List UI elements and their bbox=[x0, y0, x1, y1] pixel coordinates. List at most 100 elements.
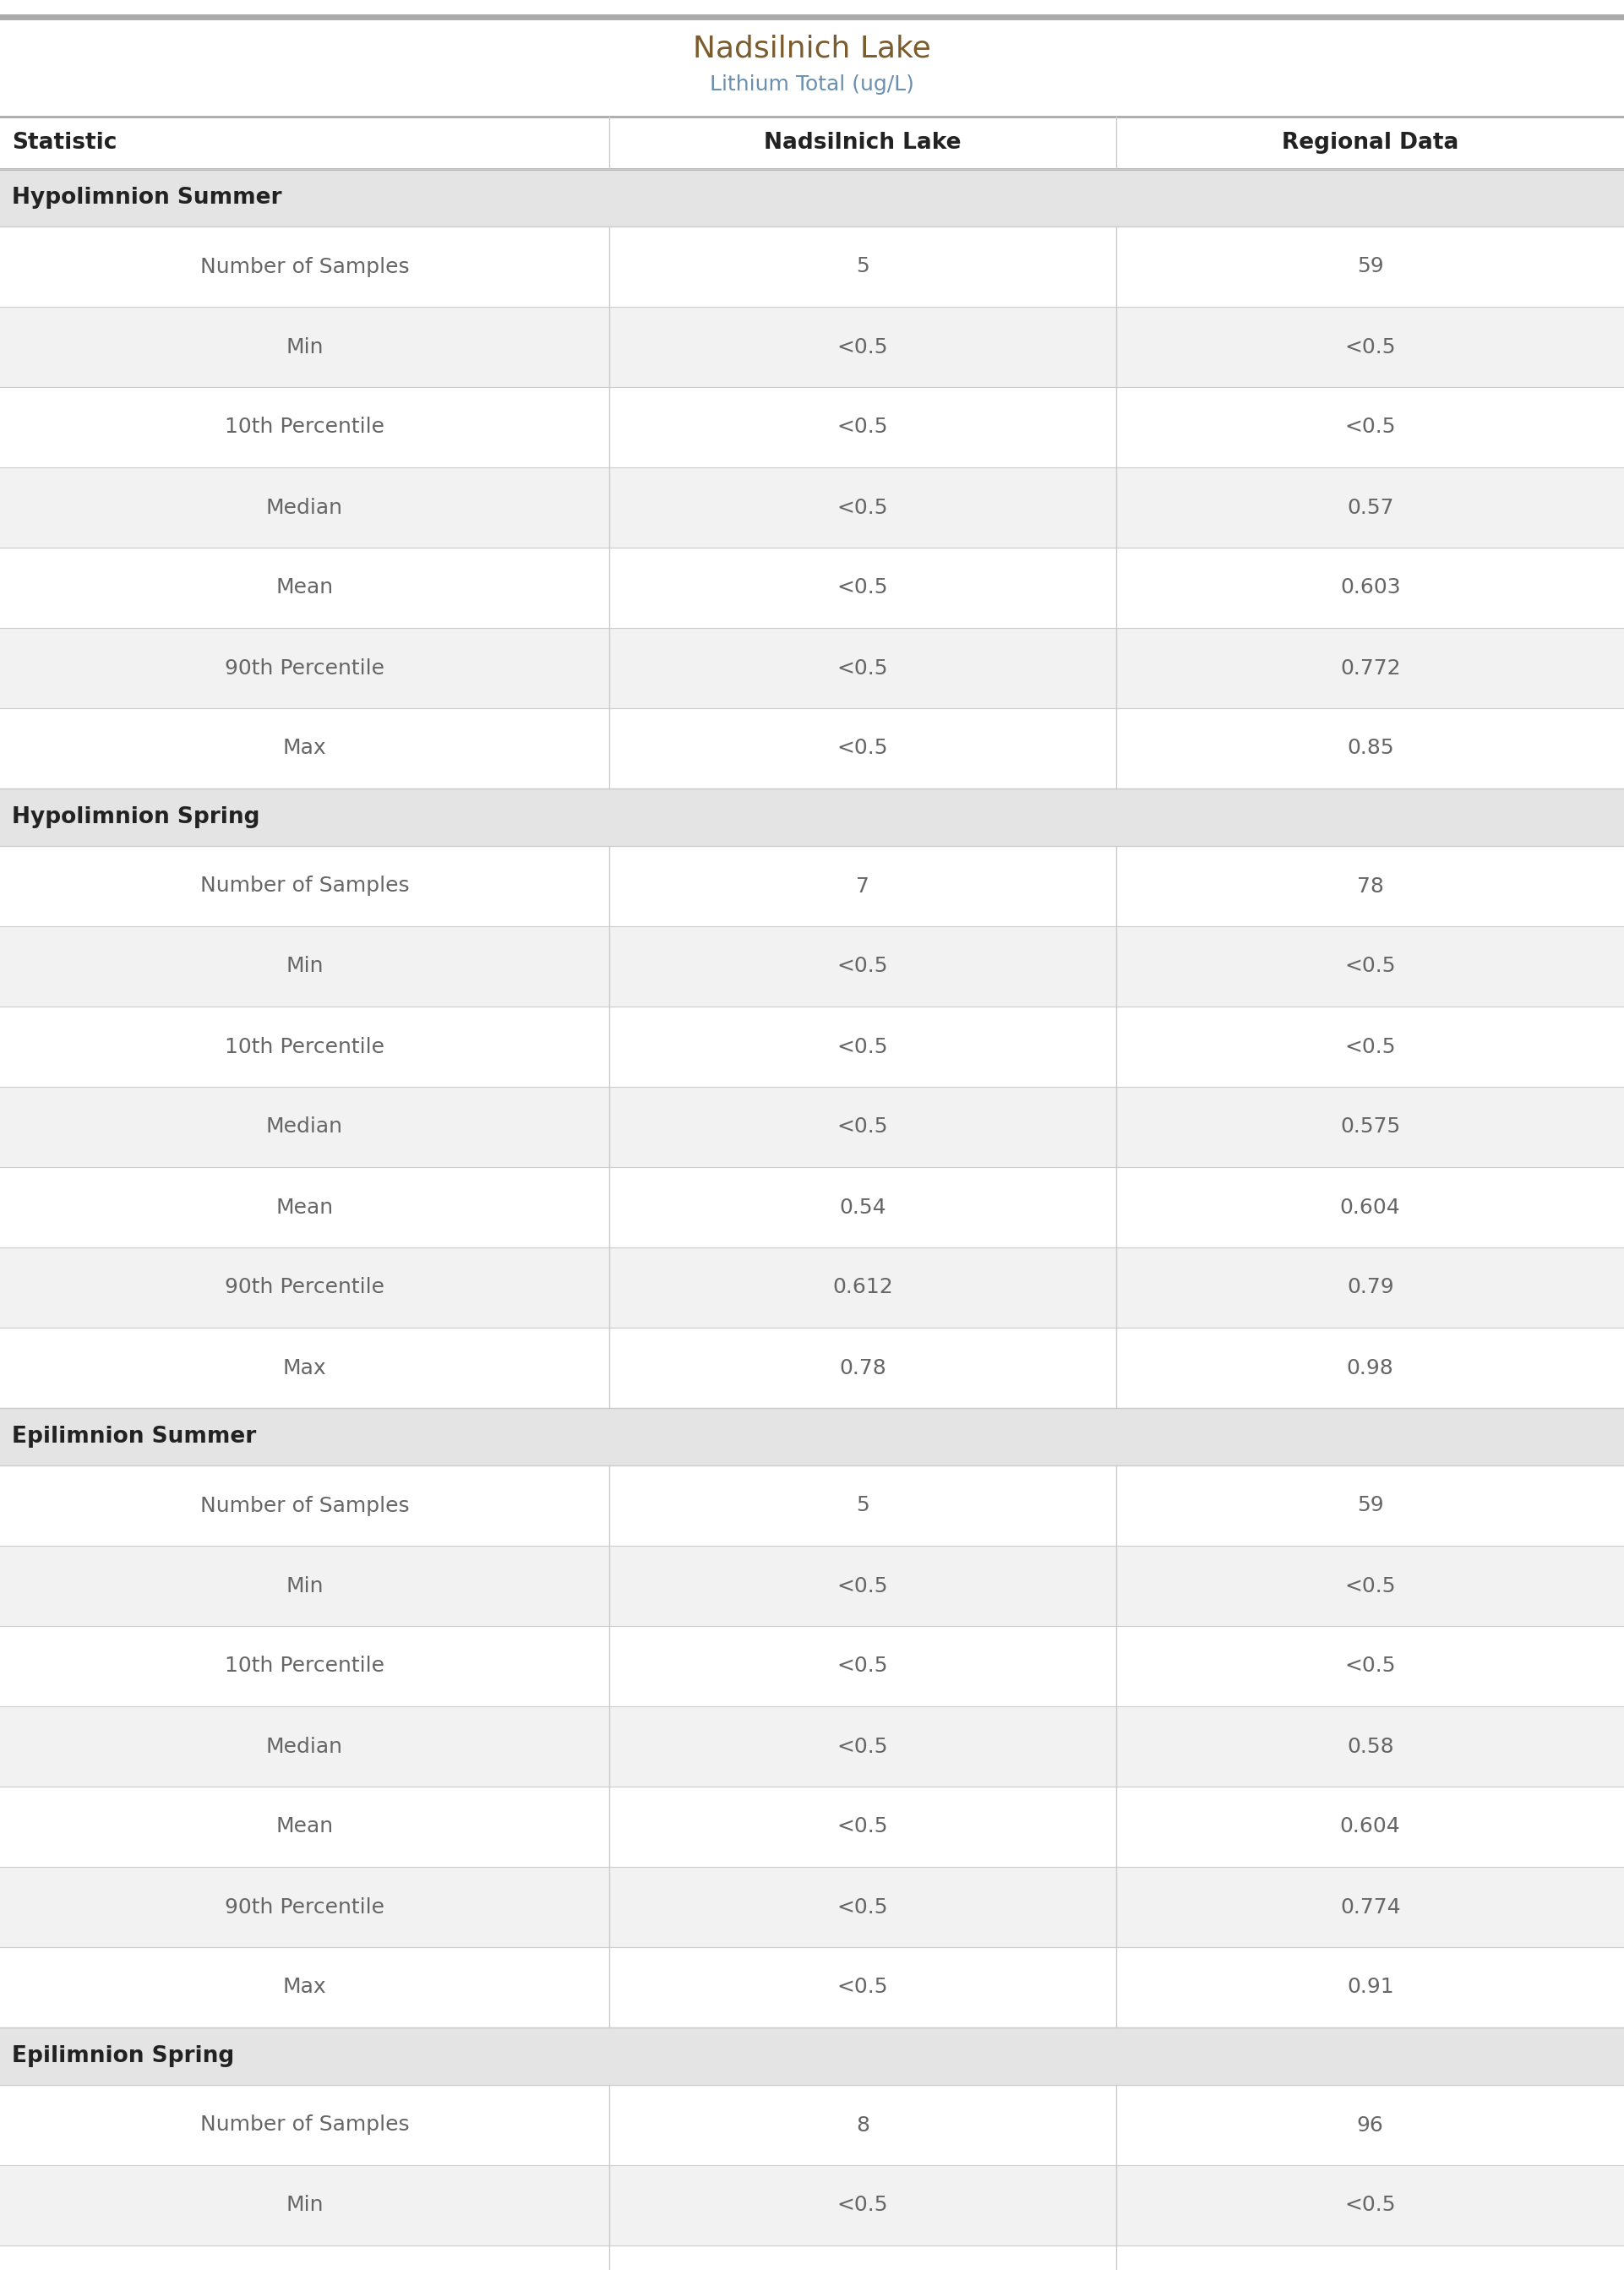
Bar bbox=[0, 168, 1624, 227]
Text: <0.5: <0.5 bbox=[838, 1657, 888, 1675]
Bar bbox=[0, 1466, 1624, 1546]
Bar bbox=[0, 1087, 1624, 1167]
Text: Number of Samples: Number of Samples bbox=[200, 1496, 409, 1516]
Text: 0.774: 0.774 bbox=[1340, 1898, 1400, 1918]
Text: Min: Min bbox=[286, 956, 323, 976]
Text: 0.604: 0.604 bbox=[1340, 1816, 1400, 1836]
Text: 78: 78 bbox=[1356, 876, 1384, 897]
Text: <0.5: <0.5 bbox=[838, 418, 888, 438]
Text: <0.5: <0.5 bbox=[1345, 2195, 1395, 2216]
Text: 90th Percentile: 90th Percentile bbox=[224, 658, 385, 679]
Text: 10th Percentile: 10th Percentile bbox=[224, 418, 385, 438]
Text: Regional Data: Regional Data bbox=[1281, 132, 1458, 154]
Text: <0.5: <0.5 bbox=[838, 577, 888, 597]
Bar bbox=[0, 1006, 1624, 1087]
Text: Statistic: Statistic bbox=[11, 132, 117, 154]
Bar bbox=[0, 926, 1624, 1006]
Text: 90th Percentile: 90th Percentile bbox=[224, 1898, 385, 1918]
Bar bbox=[0, 1407, 1624, 1466]
Text: 59: 59 bbox=[1358, 257, 1384, 277]
Text: Epilimnion Summer: Epilimnion Summer bbox=[11, 1426, 257, 1448]
Text: 0.54: 0.54 bbox=[840, 1196, 887, 1217]
Bar bbox=[0, 1625, 1624, 1707]
Text: 0.58: 0.58 bbox=[1346, 1737, 1393, 1757]
Text: 7: 7 bbox=[856, 876, 869, 897]
Text: 0.91: 0.91 bbox=[1346, 1977, 1393, 1998]
Text: <0.5: <0.5 bbox=[838, 658, 888, 679]
Text: Lithium Total (ug/L): Lithium Total (ug/L) bbox=[710, 75, 914, 95]
Text: <0.5: <0.5 bbox=[838, 497, 888, 518]
Text: Number of Samples: Number of Samples bbox=[200, 876, 409, 897]
Bar bbox=[0, 1167, 1624, 1249]
Bar bbox=[0, 468, 1624, 547]
Text: <0.5: <0.5 bbox=[838, 336, 888, 356]
Bar bbox=[0, 2166, 1624, 2245]
Text: <0.5: <0.5 bbox=[838, 1117, 888, 1137]
Text: Max: Max bbox=[283, 738, 326, 758]
Bar bbox=[0, 1786, 1624, 1866]
Text: 0.575: 0.575 bbox=[1340, 1117, 1400, 1137]
Bar bbox=[0, 1328, 1624, 1407]
Text: Epilimnion Spring: Epilimnion Spring bbox=[11, 2045, 234, 2068]
Text: 96: 96 bbox=[1356, 2116, 1384, 2136]
Text: 0.603: 0.603 bbox=[1340, 577, 1400, 597]
Text: 0.57: 0.57 bbox=[1346, 497, 1393, 518]
Text: <0.5: <0.5 bbox=[838, 956, 888, 976]
Text: Mean: Mean bbox=[276, 577, 333, 597]
Bar bbox=[0, 306, 1624, 388]
Bar bbox=[0, 2245, 1624, 2270]
Text: Min: Min bbox=[286, 336, 323, 356]
Text: Hypolimnion Spring: Hypolimnion Spring bbox=[11, 806, 260, 829]
Text: 0.612: 0.612 bbox=[833, 1278, 893, 1298]
Text: 0.604: 0.604 bbox=[1340, 1196, 1400, 1217]
Text: 10th Percentile: 10th Percentile bbox=[224, 1657, 385, 1675]
Text: Median: Median bbox=[266, 1737, 343, 1757]
Bar bbox=[0, 1249, 1624, 1328]
Bar bbox=[0, 2084, 1624, 2166]
Text: Nadsilnich Lake: Nadsilnich Lake bbox=[693, 34, 931, 64]
Text: 0.772: 0.772 bbox=[1340, 658, 1400, 679]
Text: <0.5: <0.5 bbox=[838, 1737, 888, 1757]
Text: <0.5: <0.5 bbox=[838, 1575, 888, 1596]
Bar bbox=[0, 388, 1624, 468]
Bar bbox=[0, 2027, 1624, 2084]
Text: 10th Percentile: 10th Percentile bbox=[224, 1037, 385, 1058]
Text: Mean: Mean bbox=[276, 1196, 333, 1217]
Text: 0.98: 0.98 bbox=[1346, 1357, 1393, 1378]
Text: 90th Percentile: 90th Percentile bbox=[224, 1278, 385, 1298]
Text: Max: Max bbox=[283, 1357, 326, 1378]
Text: <0.5: <0.5 bbox=[838, 1898, 888, 1918]
Text: Median: Median bbox=[266, 1117, 343, 1137]
Bar bbox=[0, 788, 1624, 847]
Text: Hypolimnion Summer: Hypolimnion Summer bbox=[11, 186, 283, 209]
Text: <0.5: <0.5 bbox=[1345, 1575, 1395, 1596]
Text: <0.5: <0.5 bbox=[838, 1037, 888, 1058]
Text: 0.78: 0.78 bbox=[840, 1357, 887, 1378]
Text: 59: 59 bbox=[1358, 1496, 1384, 1516]
Text: Number of Samples: Number of Samples bbox=[200, 2116, 409, 2136]
Bar bbox=[0, 1707, 1624, 1786]
Text: 0.85: 0.85 bbox=[1346, 738, 1393, 758]
Bar bbox=[0, 227, 1624, 306]
Text: Number of Samples: Number of Samples bbox=[200, 257, 409, 277]
Text: <0.5: <0.5 bbox=[838, 1816, 888, 1836]
Text: 8: 8 bbox=[856, 2116, 869, 2136]
Bar bbox=[0, 116, 1624, 168]
Bar bbox=[0, 847, 1624, 926]
Bar bbox=[0, 1546, 1624, 1625]
Bar bbox=[0, 708, 1624, 788]
Bar bbox=[0, 629, 1624, 708]
Bar bbox=[0, 1948, 1624, 2027]
Text: Min: Min bbox=[286, 2195, 323, 2216]
Text: <0.5: <0.5 bbox=[838, 2195, 888, 2216]
Text: Mean: Mean bbox=[276, 1816, 333, 1836]
Text: Min: Min bbox=[286, 1575, 323, 1596]
Text: <0.5: <0.5 bbox=[1345, 336, 1395, 356]
Bar bbox=[0, 1866, 1624, 1948]
Text: <0.5: <0.5 bbox=[838, 1977, 888, 1998]
Text: <0.5: <0.5 bbox=[1345, 1037, 1395, 1058]
Text: <0.5: <0.5 bbox=[1345, 1657, 1395, 1675]
Text: <0.5: <0.5 bbox=[838, 738, 888, 758]
Text: Max: Max bbox=[283, 1977, 326, 1998]
Text: 5: 5 bbox=[856, 1496, 869, 1516]
